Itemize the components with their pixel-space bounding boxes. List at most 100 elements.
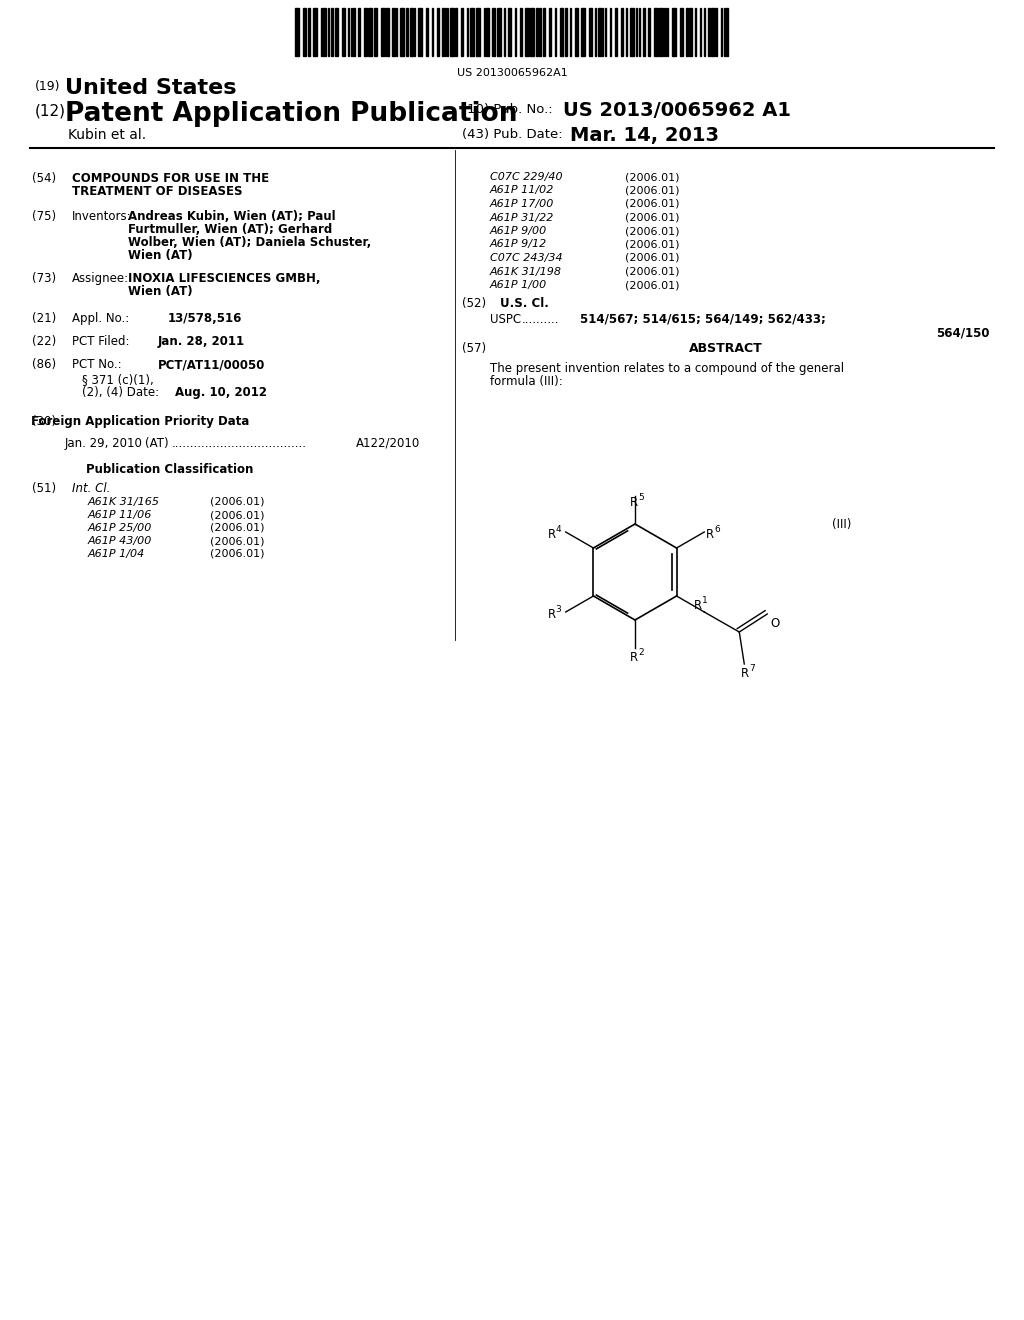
- Text: 4: 4: [556, 525, 561, 535]
- Bar: [508, 8, 511, 55]
- Text: A61P 1/00: A61P 1/00: [490, 280, 547, 290]
- Bar: [615, 8, 617, 55]
- Text: R: R: [630, 496, 638, 510]
- Text: ..........: ..........: [522, 313, 559, 326]
- Text: (2006.01): (2006.01): [210, 549, 264, 558]
- Bar: [442, 8, 444, 55]
- Text: (2006.01): (2006.01): [625, 186, 680, 195]
- Text: Inventors:: Inventors:: [72, 210, 132, 223]
- Bar: [549, 8, 551, 55]
- Text: (III): (III): [831, 517, 851, 531]
- Text: (2006.01): (2006.01): [625, 239, 680, 249]
- Text: INOXIA LIFESCIENCES GMBH,: INOXIA LIFESCIENCES GMBH,: [128, 272, 321, 285]
- Text: (2006.01): (2006.01): [210, 536, 264, 546]
- Text: A61K 31/198: A61K 31/198: [490, 267, 562, 276]
- Text: (2006.01): (2006.01): [210, 498, 264, 507]
- Bar: [492, 8, 495, 55]
- Bar: [476, 8, 480, 55]
- Text: The present invention relates to a compound of the general: The present invention relates to a compo…: [490, 362, 844, 375]
- Bar: [708, 8, 710, 55]
- Bar: [525, 8, 529, 55]
- Text: A61P 25/00: A61P 25/00: [88, 523, 153, 533]
- Bar: [543, 8, 545, 55]
- Text: A61P 11/06: A61P 11/06: [88, 510, 153, 520]
- Bar: [715, 8, 717, 55]
- Text: A122/2010: A122/2010: [356, 437, 420, 450]
- Text: Jan. 28, 2011: Jan. 28, 2011: [158, 335, 245, 348]
- Text: (2006.01): (2006.01): [210, 523, 264, 533]
- Bar: [686, 8, 688, 55]
- Text: Publication Classification: Publication Classification: [86, 463, 254, 477]
- Text: (51): (51): [32, 482, 56, 495]
- Bar: [565, 8, 567, 55]
- Text: Wien (AT): Wien (AT): [128, 285, 193, 298]
- Text: (2), (4) Date:: (2), (4) Date:: [82, 385, 159, 399]
- Bar: [353, 8, 355, 55]
- Text: 5: 5: [638, 492, 644, 502]
- Text: R: R: [548, 528, 556, 541]
- Text: R: R: [548, 609, 556, 620]
- Text: (2006.01): (2006.01): [625, 172, 680, 182]
- Text: Kubin et al.: Kubin et al.: [68, 128, 146, 143]
- Bar: [726, 8, 728, 55]
- Bar: [400, 8, 404, 55]
- Text: (75): (75): [32, 210, 56, 223]
- Bar: [560, 8, 563, 55]
- Text: (AT): (AT): [145, 437, 169, 450]
- Text: Int. Cl.: Int. Cl.: [72, 482, 111, 495]
- Text: O: O: [770, 616, 779, 630]
- Text: US 20130065962A1: US 20130065962A1: [457, 69, 567, 78]
- Bar: [381, 8, 385, 55]
- Bar: [680, 8, 683, 55]
- Text: ABSTRACT: ABSTRACT: [689, 342, 763, 355]
- Text: ....................................: ....................................: [172, 437, 307, 450]
- Text: Foreign Application Priority Data: Foreign Application Priority Data: [31, 414, 249, 428]
- Bar: [581, 8, 585, 55]
- Text: PCT/AT11/00050: PCT/AT11/00050: [158, 358, 265, 371]
- Text: 1: 1: [701, 597, 708, 605]
- Bar: [530, 8, 534, 55]
- Text: (2006.01): (2006.01): [210, 510, 264, 520]
- Text: C07C 243/34: C07C 243/34: [490, 253, 562, 263]
- Text: Aug. 10, 2012: Aug. 10, 2012: [175, 385, 267, 399]
- Bar: [450, 8, 454, 55]
- Bar: [295, 8, 299, 55]
- Text: PCT No.:: PCT No.:: [72, 358, 122, 371]
- Text: 2: 2: [638, 648, 644, 657]
- Text: R: R: [630, 651, 638, 664]
- Bar: [643, 8, 645, 55]
- Text: 514/567; 514/615; 564/149; 562/433;: 514/567; 514/615; 564/149; 562/433;: [580, 313, 826, 326]
- Text: (2006.01): (2006.01): [625, 253, 680, 263]
- Text: Wolber, Wien (AT); Daniela Schuster,: Wolber, Wien (AT); Daniela Schuster,: [128, 236, 372, 249]
- Bar: [308, 8, 310, 55]
- Text: (54): (54): [32, 172, 56, 185]
- Text: (52): (52): [462, 297, 486, 310]
- Bar: [589, 8, 592, 55]
- Bar: [461, 8, 463, 55]
- Text: (30): (30): [32, 414, 56, 428]
- Text: (73): (73): [32, 272, 56, 285]
- Text: Jan. 29, 2010: Jan. 29, 2010: [65, 437, 143, 450]
- Bar: [374, 8, 377, 55]
- Bar: [342, 8, 345, 55]
- Bar: [648, 8, 650, 55]
- Bar: [520, 8, 522, 55]
- Bar: [659, 8, 662, 55]
- Text: (86): (86): [32, 358, 56, 371]
- Text: 6: 6: [715, 525, 720, 535]
- Text: A61K 31/165: A61K 31/165: [88, 498, 160, 507]
- Text: 564/150: 564/150: [937, 326, 990, 339]
- Text: 3: 3: [556, 605, 561, 614]
- Bar: [470, 8, 474, 55]
- Text: (57): (57): [462, 342, 486, 355]
- Text: (2006.01): (2006.01): [625, 226, 680, 236]
- Bar: [313, 8, 317, 55]
- Bar: [689, 8, 692, 55]
- Text: Mar. 14, 2013: Mar. 14, 2013: [570, 125, 719, 145]
- Text: A61P 1/04: A61P 1/04: [88, 549, 145, 558]
- Bar: [335, 8, 338, 55]
- Bar: [323, 8, 326, 55]
- Bar: [575, 8, 578, 55]
- Text: (2006.01): (2006.01): [625, 267, 680, 276]
- Text: A61P 9/12: A61P 9/12: [490, 239, 547, 249]
